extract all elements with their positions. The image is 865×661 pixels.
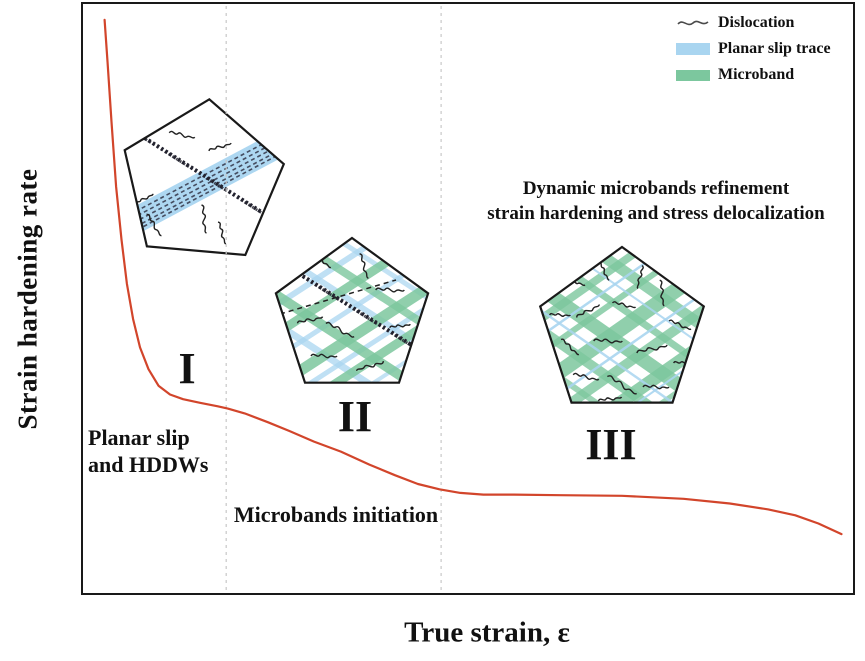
annotation-stage1-line2: and HDDWs (88, 452, 209, 477)
legend-label-planar-slip-trace: Planar slip trace (718, 40, 831, 57)
annotation-stage3: Dynamic microbands refinement strain har… (487, 176, 824, 226)
dislocation-squiggle-icon (676, 16, 710, 30)
annotation-stage3-line1: Dynamic microbands refinement (522, 178, 790, 199)
legend-item-planar-slip-trace: Planar slip trace (676, 36, 831, 62)
stage-label-1: I (178, 344, 196, 393)
grain-stage1 (124, 99, 284, 255)
plot-canvas (103, 6, 843, 591)
stage-label-3: III (585, 420, 637, 469)
plot-area (81, 2, 855, 595)
stage-label-2: II (337, 392, 373, 441)
grain-stage3-outline (538, 245, 706, 404)
planar-slip-swatch-icon (676, 43, 710, 55)
x-axis-label: True strain, ε (404, 616, 570, 649)
annotation-stage1-line1: Planar slip (88, 425, 190, 450)
y-axis-label: Strain hardening rate (12, 168, 43, 430)
legend-label-microband: Microband (718, 66, 795, 83)
legend-label-dislocation: Dislocation (718, 14, 795, 31)
legend: Dislocation Planar slip trace Microband (676, 10, 831, 88)
microband-swatch-icon (676, 69, 710, 81)
legend-item-dislocation: Dislocation (676, 10, 831, 36)
grain-stage2-outline (274, 236, 430, 384)
grain-stage1-outline (123, 97, 286, 257)
annotation-stage1: Planar slip and HDDWs (88, 424, 208, 478)
annotation-stage3-line2: strain hardening and stress delocalizati… (487, 203, 825, 224)
legend-item-microband: Microband (676, 62, 831, 88)
annotation-stage2: Microbands initiation (233, 502, 439, 527)
strain-hardening-curve (103, 18, 843, 536)
